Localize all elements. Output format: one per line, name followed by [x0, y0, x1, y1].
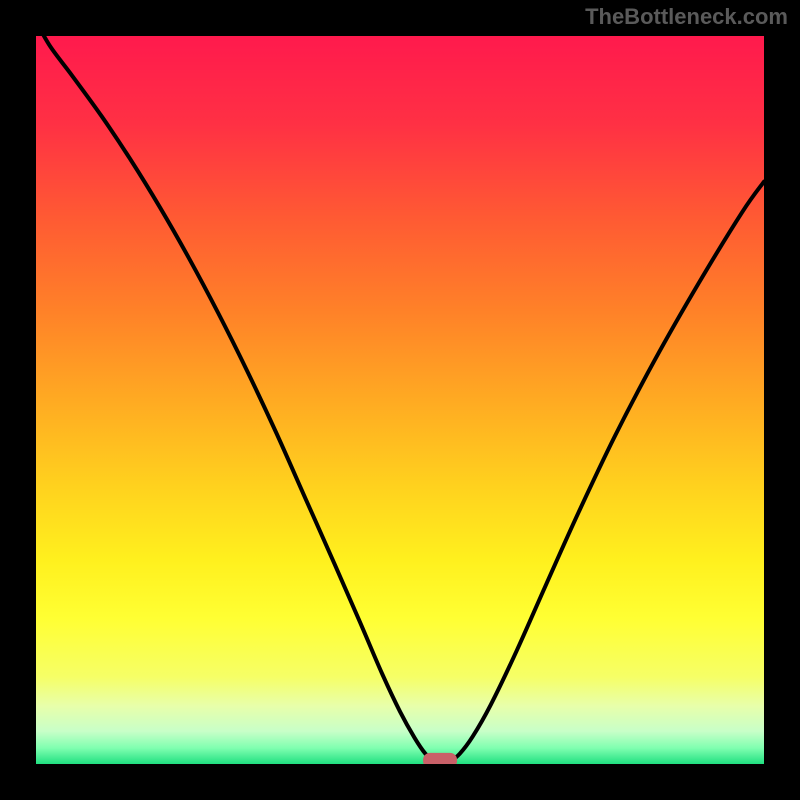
frame-left [0, 0, 36, 800]
frame-right [764, 0, 800, 800]
gradient-background [36, 36, 764, 764]
frame-bottom [0, 764, 800, 800]
bottleneck-chart [0, 0, 800, 800]
watermark-text: TheBottleneck.com [585, 4, 788, 30]
chart-container: { "watermark": { "text": "TheBottleneck.… [0, 0, 800, 800]
